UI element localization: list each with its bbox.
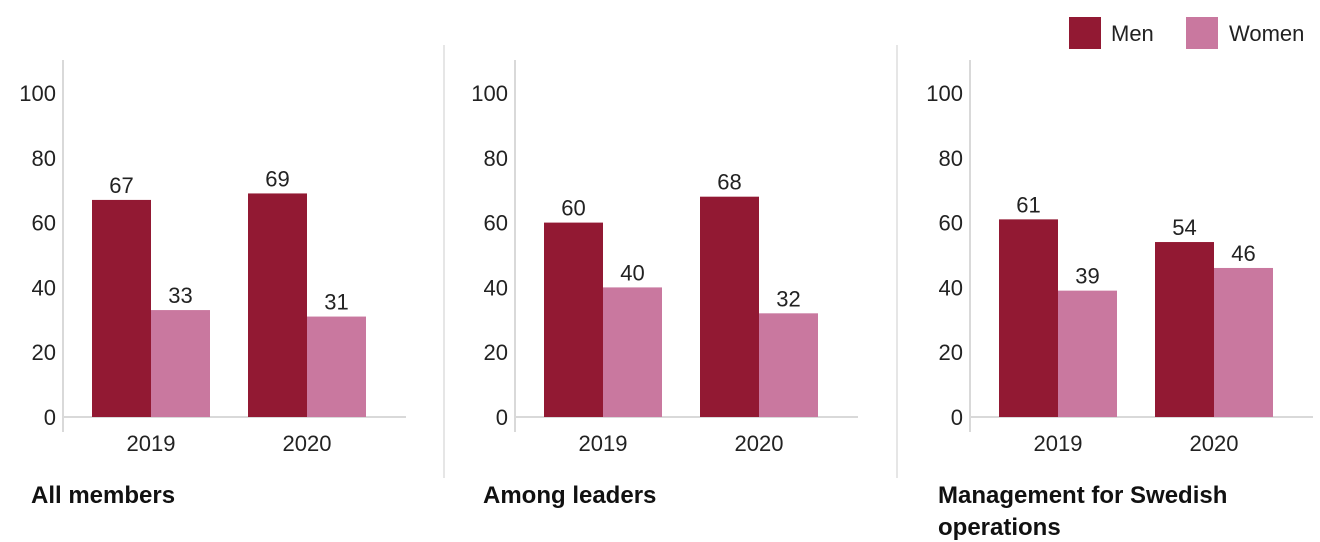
data-label: 60 xyxy=(561,196,585,221)
x-tick-label: 2020 xyxy=(735,431,784,456)
y-tick-label: 40 xyxy=(939,275,963,300)
y-tick-label: 0 xyxy=(496,405,508,430)
y-tick-label: 20 xyxy=(484,340,508,365)
x-tick-label: 2019 xyxy=(579,431,628,456)
y-tick-label: 100 xyxy=(471,81,508,106)
bar-men-2020 xyxy=(1155,242,1214,417)
x-tick-label: 2019 xyxy=(127,431,176,456)
data-label: 68 xyxy=(717,170,741,195)
data-label: 69 xyxy=(265,166,289,191)
data-label: 39 xyxy=(1075,264,1099,289)
chart-panel-1: 0 20 40 60 80 100 67 33 2019 69 31 2020 All members xyxy=(19,60,406,509)
bar-women-2019 xyxy=(151,310,210,417)
y-tick-label: 80 xyxy=(32,146,56,171)
data-label: 40 xyxy=(620,260,644,285)
legend-swatch-women xyxy=(1186,17,1218,49)
legend-label-women: Women xyxy=(1229,21,1304,46)
data-label: 46 xyxy=(1231,241,1255,266)
x-tick-label: 2020 xyxy=(283,431,332,456)
y-tick-label: 0 xyxy=(951,405,963,430)
x-tick-label: 2020 xyxy=(1190,431,1239,456)
bar-women-2020 xyxy=(759,313,818,417)
y-tick-label: 20 xyxy=(32,340,56,365)
data-label: 33 xyxy=(168,283,192,308)
y-tick-label: 40 xyxy=(32,275,56,300)
chart-panel-3: 0 20 40 60 80 100 61 39 2019 54 46 2020 Management f… xyxy=(926,60,1313,541)
y-tick-label: 20 xyxy=(939,340,963,365)
bar-men-2019 xyxy=(544,222,603,417)
y-tick-label: 100 xyxy=(926,81,963,106)
bar-men-2020 xyxy=(248,193,307,417)
y-tick-label: 80 xyxy=(484,146,508,171)
bar-men-2019 xyxy=(999,219,1058,417)
bar-men-2019 xyxy=(92,199,151,417)
data-label: 54 xyxy=(1172,215,1196,240)
panel-title: All members xyxy=(31,482,175,509)
legend-label-men: Men xyxy=(1111,21,1154,46)
y-tick-label: 100 xyxy=(19,81,56,106)
panel-title: Management for Swedish operations xyxy=(938,482,1227,541)
data-label: 32 xyxy=(776,286,800,311)
bar-women-2019 xyxy=(603,287,662,417)
bar-women-2020 xyxy=(307,316,366,417)
y-tick-label: 40 xyxy=(484,275,508,300)
panel-title: Among leaders xyxy=(483,482,656,509)
y-tick-label: 60 xyxy=(32,211,56,236)
x-tick-label: 2019 xyxy=(1034,431,1083,456)
bar-men-2020 xyxy=(700,196,759,417)
y-tick-label: 60 xyxy=(484,211,508,236)
legend-swatch-men xyxy=(1069,17,1101,49)
data-label: 31 xyxy=(324,290,348,315)
data-label: 61 xyxy=(1016,192,1040,217)
bar-women-2019 xyxy=(1058,290,1117,417)
y-tick-label: 0 xyxy=(44,405,56,430)
data-label: 67 xyxy=(109,173,133,198)
legend: Men Women xyxy=(1069,17,1304,49)
bar-women-2020 xyxy=(1214,267,1273,417)
y-tick-label: 80 xyxy=(939,146,963,171)
y-tick-label: 60 xyxy=(939,211,963,236)
chart-panel-2: 0 20 40 60 80 100 60 40 2019 68 32 2020 Among leader… xyxy=(471,60,858,509)
